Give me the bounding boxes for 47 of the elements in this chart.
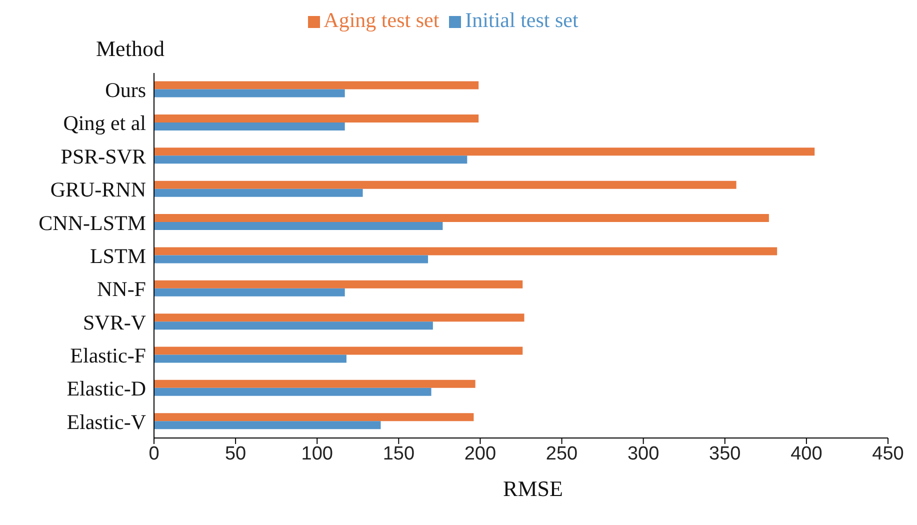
bar <box>154 255 428 264</box>
x-tick-label: 250 <box>546 443 578 464</box>
bar <box>154 421 381 430</box>
x-tick-label: 400 <box>790 443 822 464</box>
bar <box>154 413 474 422</box>
bar <box>154 380 476 388</box>
y-tick-label: Elastic-V <box>66 410 146 434</box>
legend-label: Initial test set <box>465 8 578 32</box>
bar <box>154 280 523 288</box>
y-tick-label: Ours <box>105 78 146 102</box>
legend-label: Aging test set <box>324 8 440 32</box>
x-axis-title: RMSE <box>502 476 564 502</box>
bar <box>154 322 433 330</box>
bar <box>154 288 345 296</box>
x-tick-label: 200 <box>464 443 496 464</box>
bar <box>154 247 778 256</box>
y-tick-label: SVR-V <box>82 310 146 334</box>
bar <box>154 222 443 230</box>
y-tick-label: Elastic-F <box>70 344 146 368</box>
x-tick-label: 350 <box>709 443 741 464</box>
bar <box>154 188 363 197</box>
bar <box>154 180 736 189</box>
x-tick-label: 450 <box>872 443 904 464</box>
bar <box>154 156 468 164</box>
bar <box>154 89 345 98</box>
bar <box>154 81 479 90</box>
y-tick-label: Qing et al <box>63 111 146 136</box>
y-axis-title: Method <box>96 36 164 62</box>
bar <box>154 148 815 156</box>
x-tick-label: 300 <box>627 443 660 464</box>
bar <box>154 388 432 396</box>
y-tick-label: LSTM <box>90 244 146 268</box>
x-tick-label: 100 <box>301 443 333 464</box>
y-tick-label: GRU-RNN <box>50 178 146 202</box>
bar <box>154 122 345 130</box>
y-tick-label: PSR-SVR <box>60 144 146 168</box>
y-tick-label: CNN-LSTM <box>38 210 146 235</box>
y-tick-label: Elastic-D <box>66 376 146 401</box>
bar <box>154 314 524 322</box>
x-tick-label: 150 <box>382 443 415 464</box>
bar <box>154 214 769 222</box>
bar <box>154 114 479 122</box>
x-tick-label: 0 <box>148 443 160 464</box>
x-tick-label: 50 <box>224 443 246 464</box>
bar <box>154 346 523 355</box>
bar <box>154 354 346 363</box>
y-tick-label: NN-F <box>96 277 146 302</box>
